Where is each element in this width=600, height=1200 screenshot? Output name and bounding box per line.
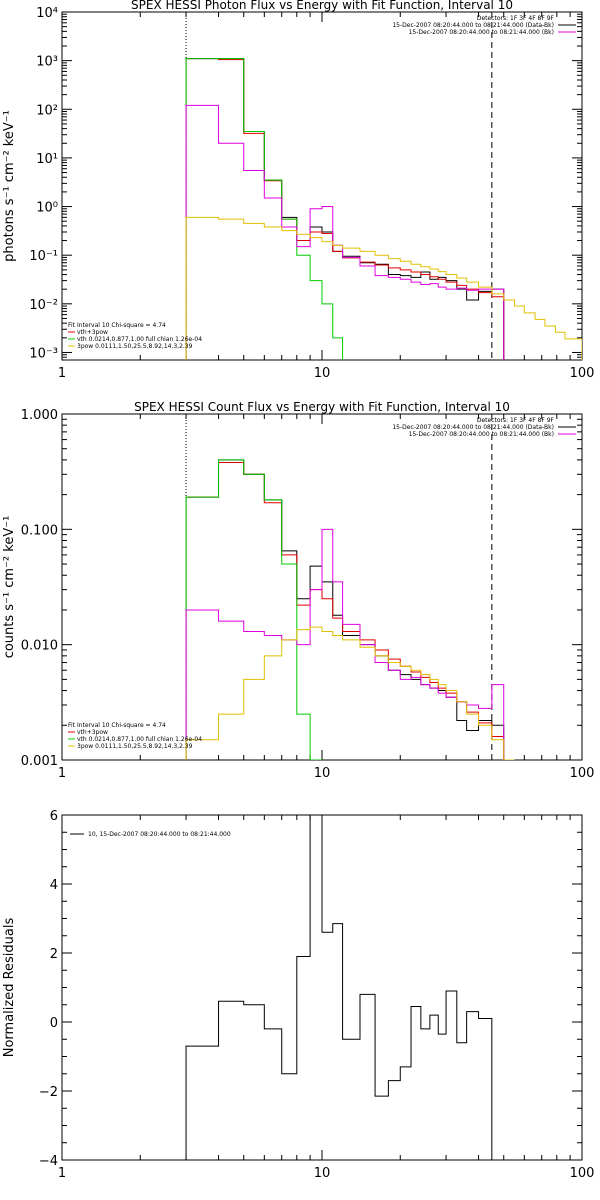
chart-2-ytick-label: 0.001	[21, 754, 58, 769]
chart-2-xtick-label: 1	[58, 766, 66, 781]
chart-2-legend-entry: vth 0.0214,0.877,1.00 full chian 1.26e-0…	[77, 736, 202, 743]
chart-3-ytick-label: 6	[50, 809, 58, 824]
chart-2-ytick-label: 0.100	[21, 523, 58, 538]
chart-3: Normalized Residuals 1 10 100 −4 −2 0 2 4 6 10, 15…	[2, 809, 594, 1181]
chart-1-legend-entry: Fit Interval 10 Chi-square = 4.74	[68, 322, 166, 329]
chart-2-legend-entry: 3pow 0.0111,1.50,25.5,8.92,14.3,2.39	[77, 743, 193, 750]
chart-1-series-bk	[185, 104, 505, 360]
chart-2-header-line: Detectors: 1F 3F 4F 8F 9F	[477, 417, 555, 424]
chart-3-legend-entry: 10, 15-Dec-2007 08:20:44.000 to 08:21:44…	[88, 831, 231, 838]
chart-1-series-3pow	[185, 216, 582, 360]
chart-2-series-bk	[185, 528, 515, 760]
chart-1-header-line: 15-Dec-2007 08:20:44.000 to 08:21:44.000…	[392, 22, 554, 29]
chart-2-title: SPEX HESSI Count Flux vs Energy with Fit…	[134, 400, 510, 414]
chart-1-legend-entry: 3pow 0.0111,1.50,25.5,8.92,14.3,2.39	[77, 343, 193, 350]
chart-1-legend-entry: vth 0.0214,0.877,1.00 full chian 1.26e-0…	[77, 336, 202, 343]
chart-2-series-data-bk	[185, 459, 515, 760]
chart-1-ylabel: photons s⁻¹ cm⁻² keV⁻¹	[2, 110, 17, 262]
chart-1-series-vth+3pow	[185, 58, 505, 360]
chart-2-series-vth	[185, 459, 322, 760]
chart-3-series-residuals	[185, 815, 493, 1160]
chart-1-ytick-label: 10⁴	[36, 6, 58, 21]
chart-3-xtick-label: 1	[58, 1166, 66, 1181]
chart-1-series-vth	[185, 58, 344, 360]
chart-1-series-group	[185, 58, 582, 360]
chart-2-header-line: 15-Dec-2007 08:20:44.000 to 08:21:44.000…	[392, 424, 554, 431]
chart-2-series-group	[185, 459, 515, 760]
chart-1-ytick-label: 10¹	[36, 152, 58, 167]
chart-1-ytick-label: 10⁻²	[29, 298, 58, 313]
chart-1-series-data-bk	[185, 58, 505, 360]
chart-1: SPEX HESSI Photon Flux vs Energy with Fi…	[2, 0, 594, 381]
chart-2-xtick-label: 100	[570, 766, 595, 781]
chart-1-header-line: 15-Dec-2007 08:20:44.000 to 08:21:44.000…	[409, 29, 554, 36]
chart-2-series-vth+3pow	[185, 461, 515, 760]
chart-2-header-line: 15-Dec-2007 08:20:44.000 to 08:21:44.000…	[409, 431, 554, 438]
chart-3-xtick-label: 100	[570, 1166, 595, 1181]
chart-1-xtick-label: 10	[314, 366, 331, 381]
chart-2-series-3pow	[185, 626, 515, 760]
chart-1-ytick-label: 10²	[36, 103, 58, 118]
chart-1-legend-entry: vth+3pow	[77, 329, 108, 336]
chart-3-xtick-label: 10	[314, 1166, 331, 1181]
chart-3-ylabel: Normalized Residuals	[2, 918, 17, 1058]
chart-2-ytick-label: 1.000	[21, 408, 58, 423]
chart-2-legend-entry: vth+3pow	[77, 729, 108, 736]
chart-1-ytick-label: 10⁻¹	[29, 249, 58, 264]
chart-3-ytick-label: 4	[50, 878, 58, 893]
chart-3-ytick-label: −4	[39, 1154, 58, 1169]
chart-2-ytick-label: 0.010	[21, 639, 58, 654]
chart-2-ylabel: counts s⁻¹ cm⁻² keV⁻¹	[2, 516, 17, 659]
chart-2-legend-entry: Fit Interval 10 Chi-square = 4.74	[68, 722, 166, 729]
chart-1-ytick-label: 10⁰	[36, 201, 58, 216]
chart-3-ytick-label: 2	[50, 947, 58, 962]
chart-1-header-line: Detectors: 1F 3F 4F 8F 9F	[477, 15, 555, 22]
chart-1-ytick-label: 10⁻³	[29, 346, 58, 361]
chart-2: SPEX HESSI Count Flux vs Energy with Fit…	[2, 400, 594, 781]
chart-2-xtick-label: 10	[314, 766, 331, 781]
chart-1-xtick-label: 1	[58, 366, 66, 381]
chart-1-ytick-label: 10³	[36, 55, 58, 70]
chart-1-title: SPEX HESSI Photon Flux vs Energy with Fi…	[131, 0, 513, 12]
chart-3-series-group	[185, 815, 493, 1160]
chart-3-ytick-label: 0	[50, 1016, 58, 1031]
chart-1-xtick-label: 100	[570, 366, 595, 381]
chart-3-ytick-label: −2	[39, 1085, 58, 1100]
